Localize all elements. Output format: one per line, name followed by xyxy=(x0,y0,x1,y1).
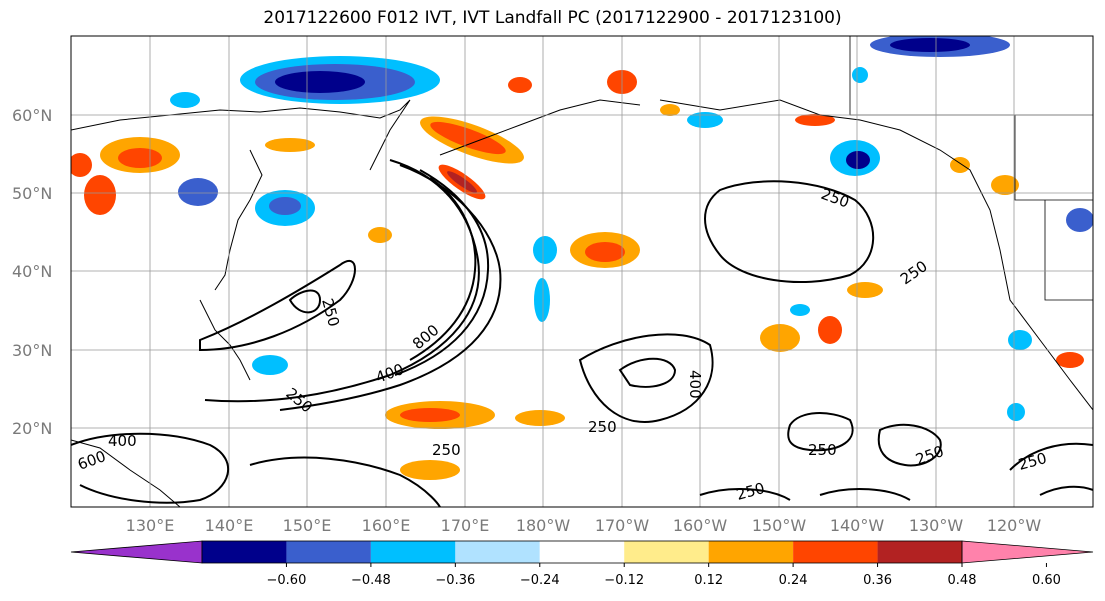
longitude-labels: 130°E 140°E 150°E 160°E 170°E 180°W 170°… xyxy=(126,516,1042,535)
latitude-labels: 60°N 50°N 40°N 30°N 20°N xyxy=(12,106,52,438)
negative-anomaly-patches xyxy=(170,36,1093,421)
gridlines xyxy=(71,36,1093,507)
contour-label: 250 xyxy=(432,441,461,459)
colorbar-segment xyxy=(708,541,794,563)
colorbar-extend-high xyxy=(961,540,1094,564)
colorbar-tick-label: −0.60 xyxy=(267,573,307,588)
lon-label: 120°W xyxy=(987,516,1042,535)
coastlines xyxy=(71,99,1093,507)
lat-label: 40°N xyxy=(12,262,52,281)
lat-label: 60°N xyxy=(12,106,52,125)
colorbar-segment xyxy=(455,541,540,563)
colorbar-segment xyxy=(877,541,962,563)
ivt-contours xyxy=(71,159,1093,507)
lon-label: 130°E xyxy=(126,516,175,535)
lon-label: 180°W xyxy=(516,516,571,535)
contour-label: 400 xyxy=(686,370,704,399)
map-title: 2017122600 F012 IVT, IVT Landfall PC (20… xyxy=(263,8,842,28)
colorbar-tick-label: 0.60 xyxy=(1032,573,1061,588)
colorbar-segment xyxy=(793,541,878,563)
colorbar-tick-label: −0.24 xyxy=(520,573,560,588)
contour-label: 400 xyxy=(108,432,137,450)
colorbar-segment xyxy=(202,541,287,563)
colorbar-tick-label: 0.36 xyxy=(863,573,892,588)
lon-label: 150°W xyxy=(752,516,807,535)
lat-label: 50°N xyxy=(12,184,52,203)
lon-label: 130°W xyxy=(909,516,964,535)
contour-label: 250 xyxy=(588,418,617,436)
colorbar-segment xyxy=(286,541,371,563)
colorbar-segment xyxy=(370,541,456,563)
map-frame xyxy=(70,35,1094,508)
lon-label: 160°W xyxy=(673,516,728,535)
lon-label: 170°W xyxy=(595,516,650,535)
colorbar-tick-label: 0.24 xyxy=(779,573,808,588)
colorbar: −0.60 −0.48 −0.36 −0.24 −0.12 0.12 0.24 0.36 0.4… xyxy=(70,540,1094,588)
colorbar-tick-label: 0.12 xyxy=(694,573,723,588)
lon-label: 140°W xyxy=(830,516,885,535)
colorbar-segment xyxy=(624,541,709,563)
lat-label: 20°N xyxy=(12,419,52,438)
positive-anomaly-patches xyxy=(71,70,1084,480)
colorbar-tick-label: −0.12 xyxy=(604,573,644,588)
colorbar-border xyxy=(201,540,963,564)
colorbar-tick-label: −0.36 xyxy=(435,573,475,588)
lon-label: 160°E xyxy=(362,516,411,535)
map-area xyxy=(71,36,1093,507)
colorbar-extend-low xyxy=(70,540,203,564)
lon-label: 140°E xyxy=(205,516,254,535)
colorbar-tick-label: 0.48 xyxy=(948,573,977,588)
colorbar-tick-label: −0.48 xyxy=(351,573,391,588)
contour-label: 250 xyxy=(808,441,837,459)
lon-label: 170°E xyxy=(441,516,490,535)
lat-label: 30°N xyxy=(12,341,52,360)
lon-label: 150°E xyxy=(283,516,332,535)
colorbar-segment xyxy=(539,541,625,563)
